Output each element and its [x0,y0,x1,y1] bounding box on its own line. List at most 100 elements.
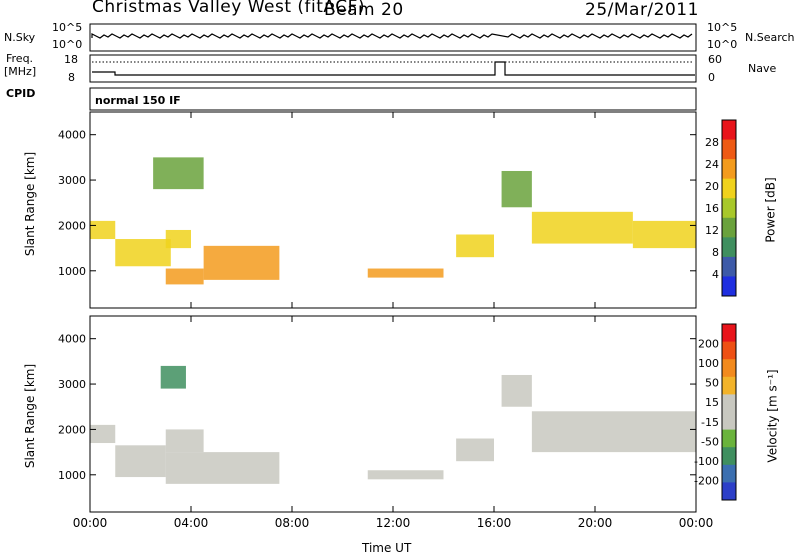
y-tick-label: 2000 [58,423,86,436]
colorbar-swatch [722,341,736,360]
nave-tick-low: 0 [708,71,715,84]
time-xlabel: Time UT [362,541,412,555]
data-region-5 [153,157,204,190]
data-region-5 [367,470,444,480]
data-region-1 [115,445,166,478]
colorbar-tick-label: -50 [701,435,719,448]
y-tick-label: 2000 [58,219,86,232]
colorbar-tick-label: 100 [698,357,719,370]
y-tick-label: 4000 [58,333,86,346]
data-region-8 [501,170,532,208]
beam-label: Beam 20 [324,0,404,20]
data-region-3 [165,268,204,285]
data-region-7 [501,374,532,407]
x-tick-label: 04:00 [174,516,209,530]
data-region-4 [203,245,280,280]
colorbar-swatch [722,394,736,413]
colorbar-swatch [722,482,736,501]
freq-tick-low: 8 [68,71,75,84]
colorbar-tick-label: 12 [705,224,719,237]
colorbar-swatch [722,139,736,160]
colorbar-tick-label: 15 [705,396,719,409]
colorbar-swatch [722,276,736,297]
colorbar-swatch [722,256,736,277]
velocity-ylabel: Slant Range [km] [23,363,38,469]
colorbar-frame [721,119,737,297]
nsearch-tick-high: 10^5 [707,21,738,34]
freq-label: Freq. [6,52,34,65]
colorbar-swatch [722,198,736,219]
x-tick-label: 00:00 [73,516,108,530]
colorbar-swatch [722,159,736,180]
data-region-0 [90,424,116,444]
nsearch-label: N.Search [745,31,795,44]
colorbar-tick-label: 200 [698,338,719,351]
colorbar-tick-label: 4 [712,268,719,281]
freq-unit: [MHz] [4,65,37,78]
velocity-colorbar-label: Velocity [m s⁻¹] [765,369,780,463]
y-tick-label: 3000 [58,378,86,391]
colorbar-swatch [722,429,736,448]
data-region-6 [456,438,494,462]
data-region-1 [115,239,171,267]
y-tick-label: 3000 [58,174,86,187]
nsky-panel-frame [89,23,697,52]
cpid-label: CPID [6,87,36,100]
x-tick-label: 00:00 [679,516,714,530]
nave-label: Nave [748,62,777,75]
colorbar-swatch [722,359,736,378]
colorbar-swatch [722,217,736,238]
data-region-10 [632,220,696,249]
freq-panel-frame [89,54,697,83]
date-label: 25/Mar/2011 [585,0,699,20]
colorbar-tick-label: -100 [694,455,719,468]
x-tick-label: 12:00 [376,516,411,530]
power-colorbar-label: Power [dB] [763,177,778,243]
nsky-tick-low: 10^0 [52,38,83,51]
y-tick-label: 4000 [58,129,86,142]
x-tick-label: 20:00 [578,516,613,530]
data-region-8 [531,411,696,453]
nsky-tick-high: 10^5 [52,21,83,34]
colorbar-tick-label: 24 [705,158,719,171]
colorbar-swatch [722,376,736,395]
nsky-trace [91,33,693,39]
colorbar-swatch [722,412,736,431]
data-region-2 [165,229,191,249]
nave-trace [92,61,695,76]
data-region-7 [456,234,494,258]
y-tick-label: 1000 [58,469,86,482]
colorbar-swatch [722,447,736,466]
colorbar-tick-label: -15 [701,416,719,429]
power-ylabel: Slant Range [km] [23,151,38,257]
x-tick-label: 16:00 [477,516,512,530]
data-region-4 [160,365,186,389]
colorbar-tick-label: 50 [705,377,719,390]
colorbar-swatch [722,464,736,483]
cpid-value: normal 150 IF [95,94,181,107]
cpid-panel-frame [89,87,697,111]
nave-tick-high: 60 [708,53,722,66]
data-region-3 [165,452,280,484]
colorbar-swatch [722,237,736,258]
data-region-6 [367,268,444,278]
colorbar-tick-label: 28 [705,136,719,149]
colorbar-swatch [722,178,736,199]
colorbar-tick-label: 8 [712,246,719,259]
freq-tick-high: 18 [64,53,78,66]
data-region-0 [90,220,116,240]
y-tick-label: 1000 [58,265,86,278]
nsky-label: N.Sky [4,31,36,44]
colorbar-swatch [722,120,736,141]
x-tick-label: 08:00 [275,516,310,530]
colorbar-tick-label: 16 [705,202,719,215]
nsearch-tick-low: 10^0 [707,38,738,51]
colorbar-frame [721,323,737,501]
colorbar-tick-label: 20 [705,180,719,193]
data-region-2 [165,429,204,453]
colorbar-tick-label: -200 [694,474,719,487]
colorbar-swatch [722,324,736,343]
data-region-9 [531,211,633,244]
chart-title: Christmas Valley West (fitACF) [92,0,366,17]
